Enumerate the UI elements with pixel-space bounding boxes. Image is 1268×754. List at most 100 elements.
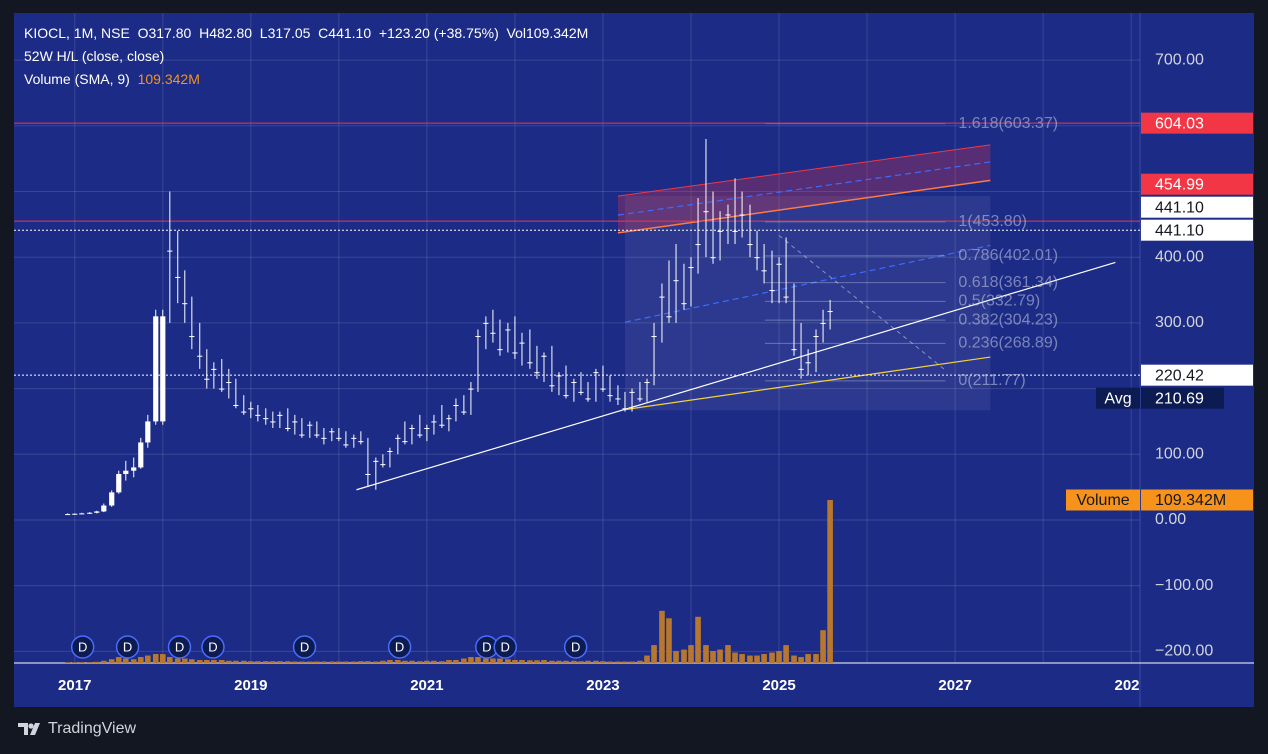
dividend-label: D [395, 639, 404, 654]
candle-body [292, 421, 298, 423]
candle-body [101, 505, 107, 512]
candle-body [167, 250, 173, 252]
candle-body [475, 336, 481, 338]
candle-body [182, 303, 188, 305]
candle-body [87, 512, 93, 514]
candle-body [417, 434, 423, 436]
brand-name: TradingView [48, 720, 137, 737]
dividend-label: D [300, 639, 309, 654]
fib-label: 0.236(268.89) [958, 335, 1058, 352]
volume-bar [681, 649, 687, 663]
volume-bar [233, 660, 239, 663]
volume-bar [483, 658, 489, 663]
candle-body [688, 267, 694, 269]
volume-bar [402, 660, 408, 663]
candle-body [116, 473, 122, 493]
volume-bar [563, 660, 569, 663]
volume-bar [798, 657, 804, 663]
volume-bar [100, 660, 107, 663]
volume-bar [527, 660, 533, 663]
volume-pane [64, 500, 833, 663]
candle-body [717, 230, 723, 232]
candle-body [358, 441, 364, 443]
candle-body [827, 311, 833, 313]
volume-bar [813, 654, 819, 663]
candle-body [307, 424, 313, 426]
price-tag-label: 220.42 [1155, 367, 1204, 384]
volume-bar [387, 660, 393, 663]
volume-bar [115, 657, 122, 663]
volume-bar [78, 662, 85, 663]
volume-bar [226, 660, 232, 663]
volume-bar [615, 661, 621, 663]
candle-body [175, 276, 181, 278]
candle-body [65, 514, 71, 516]
candle-body [747, 244, 753, 246]
dividend-marker [292, 635, 317, 659]
volume-bar [820, 630, 826, 663]
candle-body [402, 441, 408, 443]
fib-label: 0.618(361.34) [958, 274, 1058, 291]
price-tag-label: 441.10 [1155, 199, 1204, 216]
candle-body [710, 257, 716, 259]
channel-fill [617, 144, 991, 233]
candle-body [703, 211, 709, 213]
candle-body [439, 424, 445, 426]
candle-body [219, 388, 225, 390]
volume-value: 109.342M [137, 71, 200, 87]
symbol: KIOCL, 1M, NSE [24, 25, 130, 41]
volume-bar [629, 661, 635, 663]
candle-body [153, 316, 159, 422]
candle-body [248, 408, 254, 410]
x-tick-label: 2017 [58, 677, 91, 694]
volume-bar [181, 658, 188, 663]
volume-bar [358, 661, 364, 663]
dividend-label: D [175, 639, 184, 654]
volume-bar [336, 661, 342, 663]
grid [14, 13, 1140, 663]
candle-body [321, 437, 327, 439]
volume-bar [446, 660, 452, 663]
candle-body [497, 349, 503, 351]
candle-body [94, 511, 100, 513]
volume-bar [395, 660, 401, 663]
volume-bar [108, 659, 115, 663]
candle-body [329, 431, 335, 433]
candle-body [211, 368, 217, 370]
volume-bar [534, 660, 540, 663]
volume-bar [240, 660, 247, 663]
volume-bar [189, 659, 195, 663]
x-tick-label: 2029 [1115, 677, 1148, 694]
candle-body [615, 398, 621, 400]
price-tag [1141, 219, 1253, 241]
candle-body [277, 414, 283, 416]
volume-bar [292, 661, 298, 663]
price-tag-label: 454.99 [1155, 176, 1204, 193]
dividend-label: D [78, 639, 87, 654]
fib-diagonal [778, 235, 946, 371]
candle-body [673, 280, 679, 282]
x-tick-label: 2025 [762, 677, 795, 694]
candle-body [607, 395, 613, 397]
candle-body [490, 332, 496, 334]
volume-bar [541, 660, 547, 663]
candle-body [453, 405, 459, 407]
candle-body [695, 244, 701, 246]
volume-bar [321, 661, 327, 663]
candle-body [409, 428, 415, 430]
channel-upper [617, 144, 991, 197]
candle-body [505, 329, 511, 331]
volume-bar [145, 655, 151, 663]
volume-bar [761, 654, 767, 663]
volume-bar [497, 658, 503, 663]
dividend-marker [493, 635, 517, 659]
y-tick-label: 0.00 [1155, 511, 1186, 528]
volume-bar [211, 660, 217, 663]
candle-body [123, 470, 129, 474]
price-tag-name-box [1096, 387, 1140, 409]
volume-bar [593, 660, 599, 663]
volume-bar [688, 645, 694, 663]
